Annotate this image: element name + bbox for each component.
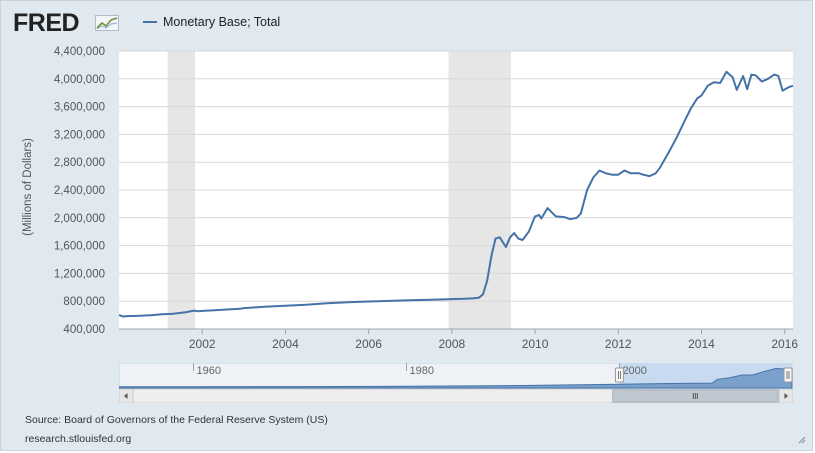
source-note: Source: Board of Governors of the Federa…	[25, 414, 328, 426]
fred-logo[interactable]: FRED	[13, 9, 80, 37]
y-tick-label: 3,600,000	[54, 102, 105, 114]
fred-graph-mark-icon	[95, 15, 119, 31]
source-site[interactable]: research.stlouisfed.org	[25, 433, 132, 445]
resize-handle-icon[interactable]	[798, 436, 806, 444]
x-tick-label: 2010	[522, 337, 549, 351]
x-tick-label: 2004	[272, 337, 299, 351]
series-line	[118, 70, 794, 318]
x-tick-label: 2014	[688, 337, 715, 351]
range-navigator[interactable]: 1960 1980 2000	[119, 363, 793, 389]
navigator-label: 1960	[197, 365, 221, 377]
y-tick-label: 4,000,000	[54, 74, 105, 86]
arrow-left-icon	[124, 393, 128, 399]
y-tick-label: 1,200,000	[54, 268, 105, 280]
y-tick-label: 2,000,000	[54, 213, 105, 225]
navigator-label: 2000	[622, 365, 646, 377]
y-tick-label: 400,000	[63, 324, 105, 336]
y-tick-label: 2,800,000	[54, 157, 105, 169]
y-tick-label: 2,400,000	[54, 185, 105, 197]
navigator-handle[interactable]	[783, 367, 793, 383]
x-tick-label: 2008	[438, 337, 465, 351]
navigator-handle[interactable]	[614, 367, 624, 383]
range-scrollbar[interactable]	[119, 389, 793, 403]
chart-legend[interactable]: Monetary Base; Total	[143, 15, 280, 29]
navigator-label: 1980	[409, 365, 433, 377]
y-tick-label: 1,600,000	[54, 241, 105, 253]
legend-label: Monetary Base; Total	[163, 15, 281, 29]
x-tick-label: 2002	[189, 337, 216, 351]
x-tick-label: 2012	[605, 337, 632, 351]
arrow-right-icon	[784, 393, 788, 399]
y-tick-label: 800,000	[63, 296, 105, 308]
y-tick-label: 3,200,000	[54, 129, 105, 141]
legend-line-swatch	[143, 20, 157, 23]
main-chart: 400,000 800,000 1,200,000 1,600,000 2,000,00…	[54, 46, 799, 351]
x-tick-label: 2016	[771, 337, 798, 351]
x-tick-label: 2006	[355, 337, 382, 351]
y-tick-label: 4,400,000	[54, 46, 105, 58]
navigator-area	[119, 367, 793, 389]
